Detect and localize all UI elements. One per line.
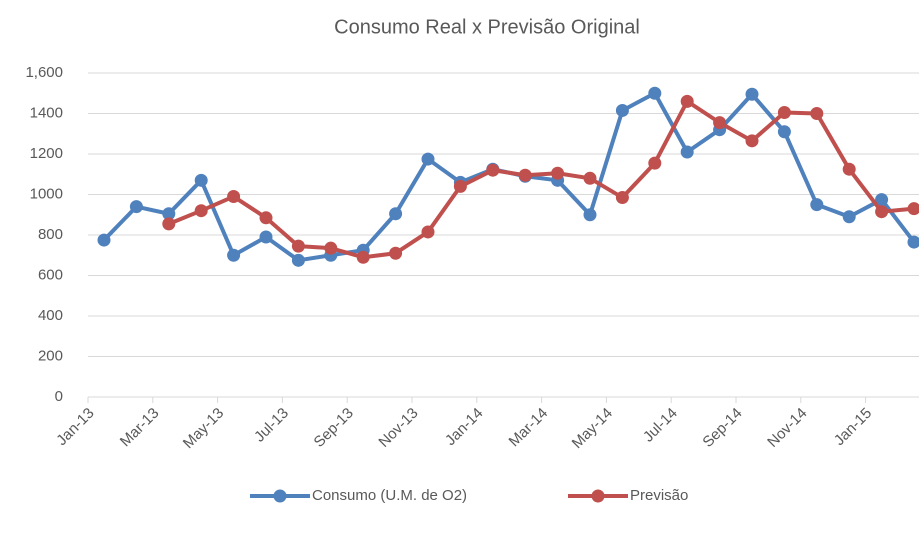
data-point bbox=[810, 198, 824, 212]
x-tick-label: Jul-14 bbox=[640, 405, 681, 446]
y-tick-label: 1400 bbox=[30, 104, 63, 121]
data-point bbox=[291, 253, 305, 267]
y-tick-label: 600 bbox=[38, 266, 63, 283]
data-point bbox=[453, 179, 467, 193]
data-point bbox=[583, 208, 597, 222]
data-point bbox=[129, 200, 143, 214]
data-point bbox=[907, 235, 919, 249]
legend-marker bbox=[273, 489, 287, 503]
x-tick-label: Nov-13 bbox=[375, 405, 421, 451]
data-point bbox=[615, 191, 629, 205]
data-point bbox=[713, 116, 727, 130]
y-tick-label: 800 bbox=[38, 226, 63, 243]
data-point bbox=[518, 168, 532, 182]
data-point bbox=[777, 125, 791, 139]
data-point bbox=[259, 211, 273, 225]
x-tick-label: Jan-14 bbox=[442, 405, 486, 449]
data-point bbox=[194, 204, 208, 218]
data-point bbox=[842, 210, 856, 224]
x-tick-label: Sep-13 bbox=[311, 405, 357, 451]
data-point bbox=[875, 193, 889, 207]
data-point bbox=[842, 162, 856, 176]
x-tick-label: May-14 bbox=[569, 405, 616, 452]
x-tick-label: May-13 bbox=[180, 405, 227, 452]
legend-label: Consumo (U.M. de O2) bbox=[312, 487, 467, 504]
y-tick-label: 0 bbox=[55, 388, 63, 405]
data-point bbox=[162, 217, 176, 231]
data-point bbox=[810, 107, 824, 120]
data-point bbox=[97, 233, 111, 247]
y-tick-label: 1000 bbox=[30, 185, 63, 202]
data-point bbox=[356, 250, 370, 264]
data-point bbox=[745, 87, 759, 101]
data-point bbox=[745, 134, 759, 148]
data-point bbox=[324, 241, 338, 255]
y-tick-label: 1200 bbox=[30, 145, 63, 162]
data-point bbox=[421, 225, 435, 239]
y-tick-label: 1,600 bbox=[25, 64, 63, 81]
x-tick-label: Nov-14 bbox=[764, 405, 810, 451]
data-point bbox=[680, 145, 694, 159]
data-point bbox=[389, 246, 403, 260]
y-tick-label: 200 bbox=[38, 347, 63, 364]
data-point bbox=[875, 205, 889, 219]
x-tick-label: Sep-14 bbox=[699, 405, 745, 451]
x-tick-label: Mar-14 bbox=[506, 405, 552, 451]
chart-title: Consumo Real x Previsão Original bbox=[334, 16, 640, 38]
data-point bbox=[259, 230, 273, 244]
legend-label: Previsão bbox=[630, 487, 688, 504]
x-tick-label: Mar-13 bbox=[117, 405, 163, 451]
data-point bbox=[907, 202, 919, 216]
data-point bbox=[162, 207, 176, 221]
data-point bbox=[583, 171, 597, 185]
data-point bbox=[194, 173, 208, 187]
data-point bbox=[291, 239, 305, 253]
data-point bbox=[648, 86, 662, 100]
data-point bbox=[389, 207, 403, 221]
data-point bbox=[648, 156, 662, 170]
y-tick-label: 400 bbox=[38, 307, 63, 324]
data-point bbox=[551, 166, 565, 180]
data-point bbox=[680, 94, 694, 108]
data-point bbox=[421, 152, 435, 166]
data-point bbox=[615, 103, 629, 117]
x-tick-label: Jul-13 bbox=[251, 405, 292, 446]
data-point bbox=[777, 105, 791, 119]
x-tick-label: Jan-13 bbox=[53, 405, 97, 449]
legend-marker bbox=[591, 489, 605, 503]
data-point bbox=[486, 163, 500, 177]
data-point bbox=[227, 248, 241, 262]
data-point bbox=[227, 190, 241, 204]
x-tick-label: Jan-15 bbox=[831, 405, 875, 449]
